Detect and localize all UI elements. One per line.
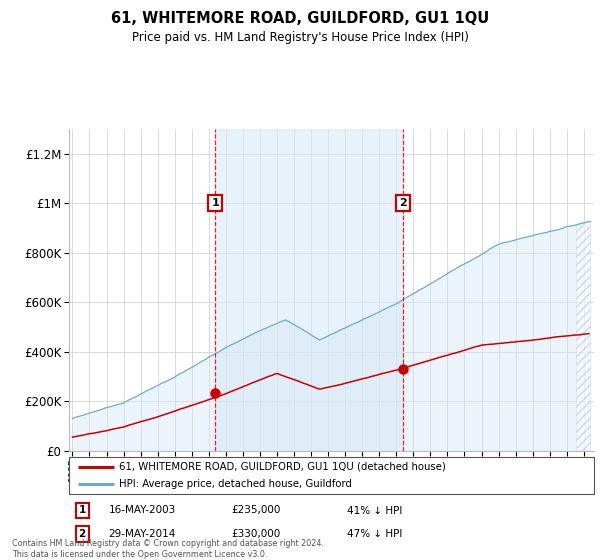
Text: 41% ↓ HPI: 41% ↓ HPI bbox=[347, 506, 403, 515]
Text: 1: 1 bbox=[211, 198, 219, 208]
Text: HPI: Average price, detached house, Guildford: HPI: Average price, detached house, Guil… bbox=[119, 479, 352, 489]
Text: 2: 2 bbox=[400, 198, 407, 208]
FancyBboxPatch shape bbox=[69, 457, 594, 494]
Text: Price paid vs. HM Land Registry's House Price Index (HPI): Price paid vs. HM Land Registry's House … bbox=[131, 31, 469, 44]
Text: 16-MAY-2003: 16-MAY-2003 bbox=[109, 506, 176, 515]
Text: 2: 2 bbox=[79, 529, 86, 539]
Text: 61, WHITEMORE ROAD, GUILDFORD, GU1 1QU (detached house): 61, WHITEMORE ROAD, GUILDFORD, GU1 1QU (… bbox=[119, 462, 446, 472]
Bar bbox=[215, 129, 403, 451]
Text: £330,000: £330,000 bbox=[232, 529, 281, 539]
Text: Contains HM Land Registry data © Crown copyright and database right 2024.
This d: Contains HM Land Registry data © Crown c… bbox=[12, 539, 324, 559]
Text: 61, WHITEMORE ROAD, GUILDFORD, GU1 1QU: 61, WHITEMORE ROAD, GUILDFORD, GU1 1QU bbox=[111, 11, 489, 26]
Text: 1: 1 bbox=[79, 506, 86, 515]
Text: 29-MAY-2014: 29-MAY-2014 bbox=[109, 529, 176, 539]
Text: £235,000: £235,000 bbox=[232, 506, 281, 515]
Text: 47% ↓ HPI: 47% ↓ HPI bbox=[347, 529, 403, 539]
